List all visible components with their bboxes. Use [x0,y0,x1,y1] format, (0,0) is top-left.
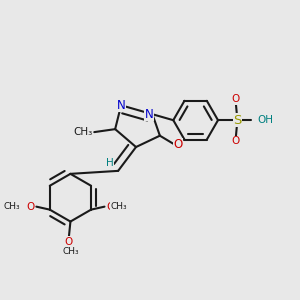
Text: O: O [173,138,182,151]
Text: O: O [65,236,73,247]
Text: O: O [232,94,240,104]
Text: CH₃: CH₃ [74,127,93,137]
Text: S: S [233,114,242,127]
Text: O: O [26,202,34,212]
Text: CH₃: CH₃ [3,202,20,211]
Text: O: O [106,202,115,212]
Text: H: H [106,158,114,168]
Text: O: O [232,136,240,146]
Text: N: N [145,108,154,121]
Text: OH: OH [258,115,274,125]
Text: CH₃: CH₃ [62,248,79,256]
Text: CH₃: CH₃ [110,202,127,211]
Text: N: N [117,99,125,112]
